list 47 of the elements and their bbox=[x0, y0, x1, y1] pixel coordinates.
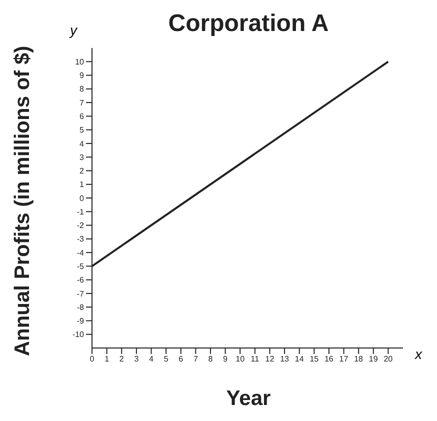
x-tick-label: 14 bbox=[294, 354, 304, 364]
y-tick-label: 7 bbox=[80, 98, 85, 108]
x-tick-label: 0 bbox=[90, 354, 95, 364]
y-tick-label: -5 bbox=[76, 262, 85, 272]
y-tick-label: -9 bbox=[76, 316, 85, 326]
y-tick-label: 0 bbox=[80, 194, 85, 203]
x-tick-label: 5 bbox=[164, 354, 169, 364]
y-tick-label: -3 bbox=[76, 234, 85, 244]
y-tick-label: -6 bbox=[76, 276, 85, 285]
x-tick-label: 17 bbox=[339, 354, 349, 364]
y-tick-label: 10 bbox=[75, 57, 85, 66]
x-tick-label: 12 bbox=[265, 354, 275, 364]
text: y bbox=[70, 22, 77, 38]
x-tick-label: 13 bbox=[280, 354, 290, 364]
y-tick-label: -2 bbox=[76, 221, 85, 230]
y-tick-label: 1 bbox=[80, 180, 85, 190]
y-tick-label: -8 bbox=[76, 302, 85, 312]
y-tick-label: -7 bbox=[76, 289, 85, 298]
y-tick-label: 3 bbox=[80, 152, 85, 162]
y-tick-label: -10 bbox=[72, 330, 85, 340]
x-tick-label: 19 bbox=[368, 354, 378, 364]
x-tick-label: 10 bbox=[236, 354, 246, 364]
chart-title: Corporation A bbox=[168, 10, 329, 37]
x-tick-label: 4 bbox=[149, 354, 154, 364]
y-tick-label: 2 bbox=[80, 166, 85, 176]
x-tick-label: 2 bbox=[119, 354, 124, 364]
y-tick-label: -1 bbox=[76, 207, 85, 216]
x-tick-label: 20 bbox=[384, 354, 394, 364]
y-tick-label: 6 bbox=[80, 112, 85, 122]
x-tick-label: 1 bbox=[104, 354, 110, 364]
x-tick-label: 9 bbox=[223, 354, 228, 364]
x-tick-label: 6 bbox=[178, 354, 184, 364]
y-tick-label: -4 bbox=[76, 248, 85, 258]
y-tick-label: 8 bbox=[80, 84, 85, 94]
x-axis-title: Year bbox=[225, 387, 272, 411]
x-tick-label: 11 bbox=[250, 354, 260, 364]
x-tick-label: 8 bbox=[208, 354, 214, 364]
x-tick-label: 18 bbox=[354, 354, 364, 364]
x-tick-label: 15 bbox=[310, 354, 320, 364]
y-tick-label: 5 bbox=[80, 126, 85, 135]
y-tick-label: 9 bbox=[80, 71, 85, 80]
y-axis-title: Annual Profits (in millions of $) bbox=[11, 45, 35, 356]
x-tick-label: 7 bbox=[193, 354, 198, 364]
x-tick-label: 16 bbox=[324, 354, 334, 364]
x-tick-label: 3 bbox=[134, 354, 140, 364]
y-tick-label: 4 bbox=[80, 139, 85, 148]
text: x bbox=[415, 346, 422, 362]
